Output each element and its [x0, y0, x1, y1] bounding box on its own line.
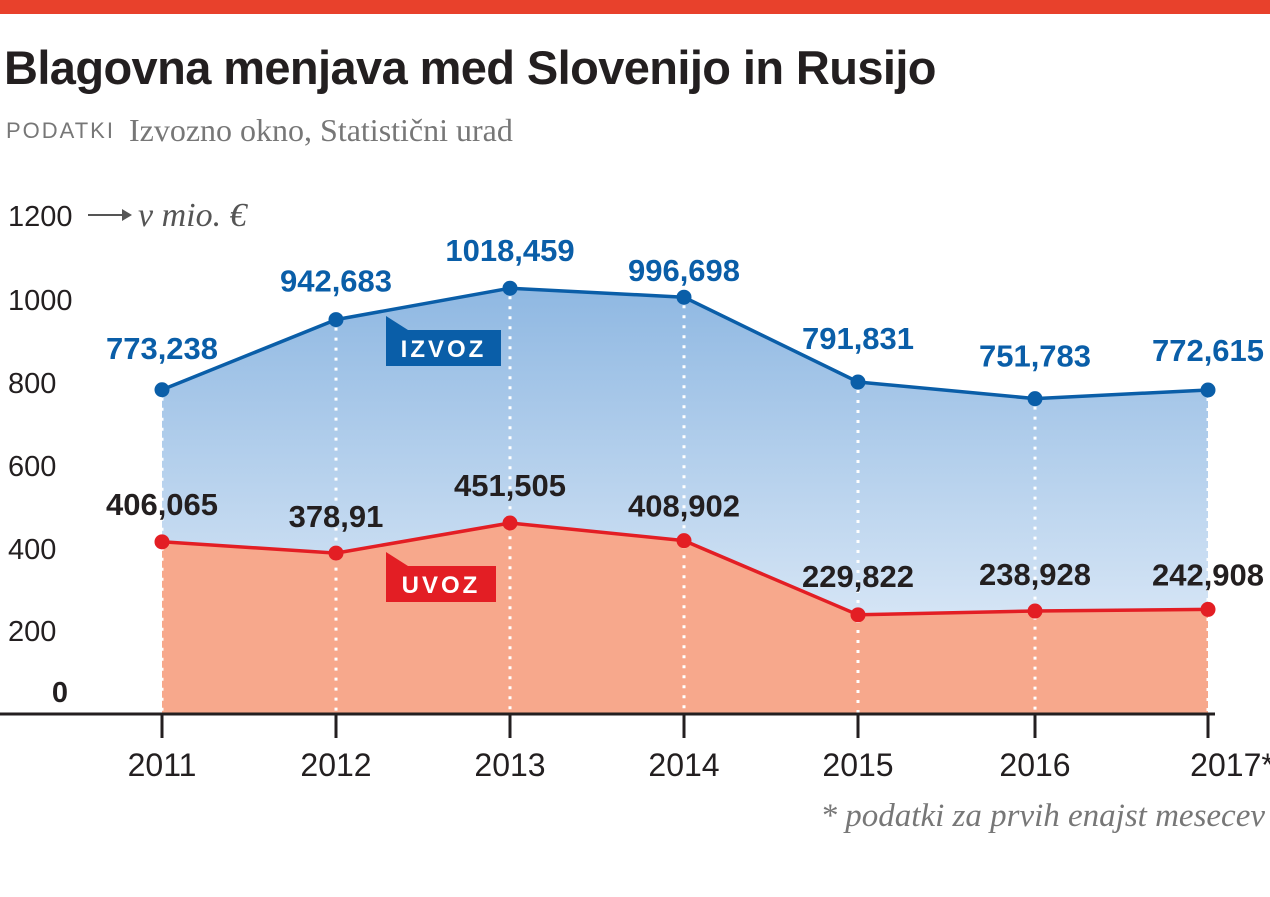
x-tick-label: 2011 [128, 747, 197, 783]
import-data-label: 238,928 [979, 557, 1091, 592]
x-tick-label: 2013 [474, 747, 545, 783]
import-point [154, 534, 170, 550]
export-point [676, 289, 692, 305]
import-point [850, 607, 866, 623]
import-data-label: 406,065 [106, 487, 218, 522]
export-series-tag-pointer [386, 316, 408, 330]
import-series-tag-box [386, 566, 496, 602]
footnote: * podatki za prvih enajst mesecev [821, 798, 1266, 834]
x-tick-label: 2012 [300, 747, 371, 783]
import-series-tag-text: UVOZ [402, 572, 481, 599]
y-tick-label: 1000 [8, 285, 73, 317]
export-data-label: 772,615 [1152, 333, 1264, 368]
import-data-label: 408,902 [628, 489, 740, 524]
export-data-label: 942,683 [280, 264, 392, 299]
source-label: PODATKI [6, 118, 115, 143]
x-tick-label: 2015 [822, 747, 893, 783]
import-point [1200, 601, 1216, 617]
export-point [1027, 391, 1043, 407]
source-text: Izvozno okno, Statistični urad [128, 112, 513, 148]
import-data-label: 451,505 [454, 468, 566, 503]
chart-source: PODATKI Izvozno okno, Statistični urad [6, 112, 513, 149]
y-tick-label: 0 [52, 677, 68, 709]
export-point [328, 312, 344, 328]
export-series-tag-text: IZVOZ [401, 336, 487, 363]
export-series-tag-box [386, 330, 501, 366]
y-tick-label: 1200 [8, 201, 73, 233]
unit-arrow-head [122, 209, 132, 221]
export-data-label: 1018,459 [445, 233, 574, 268]
x-tick-label: 2017* [1190, 747, 1270, 783]
import-data-label: 378,91 [289, 499, 384, 534]
y-tick-label: 200 [8, 616, 56, 648]
export-point [1200, 382, 1216, 398]
y-tick-label: 800 [8, 368, 56, 400]
top-accent-bar [0, 0, 1270, 14]
x-tick-label: 2016 [999, 747, 1070, 783]
export-data-label: 773,238 [106, 331, 218, 366]
export-point [154, 382, 170, 398]
unit-label: v mio. € [138, 197, 249, 234]
export-data-label: 751,783 [979, 339, 1091, 374]
import-data-label: 229,822 [802, 559, 914, 594]
chart-title: Blagovna menjava med Slovenijo in Rusijo [4, 41, 937, 94]
import-point [1027, 603, 1043, 619]
export-point [850, 374, 866, 390]
import-point [328, 545, 344, 561]
y-tick-label: 600 [8, 451, 56, 483]
import-point [676, 533, 692, 549]
export-point [502, 280, 518, 296]
export-data-label: 996,698 [628, 253, 740, 288]
x-tick-label: 2014 [648, 747, 719, 783]
import-point [502, 515, 518, 531]
import-series-tag-pointer [386, 552, 408, 566]
y-tick-label: 400 [8, 534, 56, 566]
export-data-label: 791,831 [802, 321, 914, 356]
import-data-label: 242,908 [1152, 557, 1264, 592]
